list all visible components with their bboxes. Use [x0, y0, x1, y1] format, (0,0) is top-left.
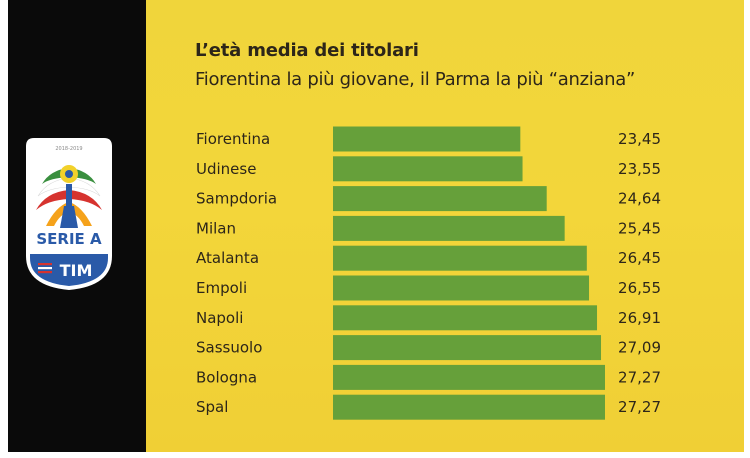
value-label: 27,09 — [618, 339, 661, 357]
category-label: Napoli — [196, 309, 243, 327]
value-label: 26,91 — [618, 309, 661, 327]
value-label: 23,45 — [618, 130, 661, 148]
chart-subtitle: Fiorentina la più giovane, il Parma la p… — [195, 69, 636, 90]
logo-season: 2018-2019 — [55, 146, 82, 152]
category-label: Fiorentina — [196, 130, 270, 148]
serie-a-logo-icon: 2018-2019 SERIE A TIM — [26, 138, 112, 290]
logo-league-text: SERIE A — [36, 230, 102, 248]
bar — [333, 245, 587, 271]
category-label: Empoli — [196, 279, 247, 297]
category-label: Sampdoria — [196, 190, 277, 208]
category-label: Udinese — [196, 160, 256, 178]
value-label: 26,55 — [618, 279, 661, 297]
bar — [333, 335, 602, 361]
value-label: 26,45 — [618, 249, 661, 267]
value-label: 25,45 — [618, 219, 661, 237]
bar — [333, 364, 605, 390]
value-label: 27,27 — [618, 368, 661, 386]
tim-mark-icon — [38, 263, 52, 274]
chart-title: L’età media dei titolari — [195, 40, 419, 61]
bar — [333, 215, 565, 241]
category-label: Atalanta — [196, 249, 259, 267]
category-label: Sassuolo — [196, 339, 262, 357]
bar — [333, 186, 547, 212]
bar — [333, 126, 521, 152]
logo-sponsor-text: TIM — [60, 261, 93, 280]
category-label: Bologna — [196, 368, 257, 386]
category-label: Spal — [196, 398, 228, 416]
bar — [333, 275, 590, 301]
value-label: 23,55 — [618, 160, 661, 178]
value-label: 24,64 — [618, 190, 661, 208]
bar — [333, 305, 598, 331]
bar — [333, 156, 523, 182]
bar — [333, 394, 605, 420]
category-label: Milan — [196, 219, 236, 237]
value-label: 27,27 — [618, 398, 661, 416]
